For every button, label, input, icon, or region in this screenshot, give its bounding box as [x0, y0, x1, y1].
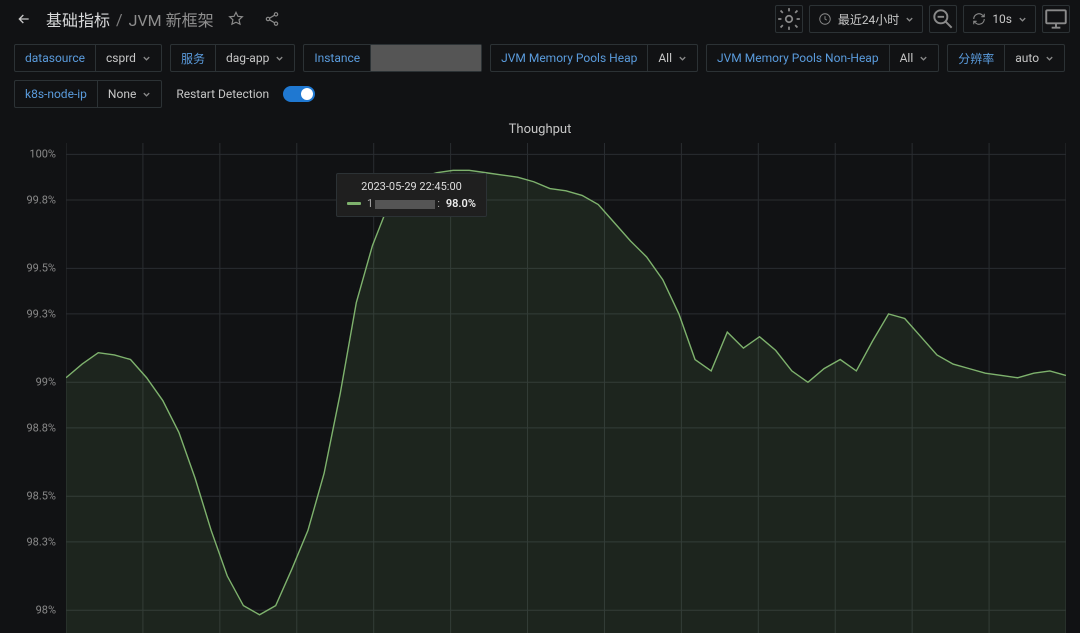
var-label: JVM Memory Pools Non-Heap — [707, 45, 890, 71]
zoom-out-icon — [930, 6, 956, 32]
throughput-panel: Thoughput 100% 99.8% 99.5% 99.3% 99% 98.8% 98.… — [14, 118, 1066, 633]
var-value[interactable]: None — [98, 81, 161, 107]
time-range-label: 最近24小时 — [838, 11, 900, 28]
back-button[interactable] — [10, 5, 38, 33]
share-icon — [264, 11, 280, 27]
refresh-interval-label: 10s — [992, 12, 1012, 26]
chevron-down-icon — [275, 54, 284, 63]
y-tick-label: 98% — [36, 604, 56, 617]
arrow-left-icon — [16, 11, 32, 27]
variable-bar: datasource csprd 服务 dag-app Instance JVM… — [0, 38, 1080, 78]
var-label: JVM Memory Pools Heap — [491, 45, 648, 71]
var-label: datasource — [15, 45, 96, 71]
share-button[interactable] — [258, 5, 286, 33]
restart-detection-label: Restart Detection — [176, 87, 269, 101]
chevron-down-icon — [1045, 54, 1054, 63]
var-nonheap: JVM Memory Pools Non-Heap All — [706, 44, 939, 72]
var-value[interactable]: All — [890, 45, 939, 71]
restart-detection-toggle[interactable] — [283, 86, 315, 102]
chevron-down-icon — [1018, 15, 1027, 24]
chevron-down-icon — [678, 54, 687, 63]
y-tick-label: 99.5% — [26, 262, 56, 275]
chevron-down-icon — [142, 54, 151, 63]
topbar: 基础指标 / JVM 新框架 最近24小时 10s — [0, 0, 1080, 38]
var-value[interactable]: auto — [1005, 45, 1064, 71]
clock-icon — [818, 12, 832, 26]
y-tick-label: 99.8% — [26, 193, 56, 206]
y-tick-label: 99% — [36, 376, 56, 389]
tv-mode-button[interactable] — [1042, 5, 1070, 33]
time-range-picker[interactable]: 最近24小时 — [809, 5, 924, 33]
y-tick-label: 98.3% — [26, 535, 56, 548]
zoom-out-button[interactable] — [929, 5, 957, 33]
variable-bar-row2: k8s-node-ip None Restart Detection — [0, 78, 1080, 114]
var-value[interactable]: All — [648, 45, 697, 71]
breadcrumb: 基础指标 / JVM 新框架 — [46, 7, 214, 31]
favorite-button[interactable] — [222, 5, 250, 33]
var-value-redacted[interactable] — [371, 45, 481, 71]
star-icon — [228, 11, 244, 27]
chevron-down-icon — [919, 54, 928, 63]
y-tick-label: 99.3% — [26, 307, 56, 320]
var-resolution: 分辨率 auto — [947, 44, 1065, 72]
chevron-down-icon — [905, 15, 914, 24]
var-label: 分辨率 — [948, 45, 1005, 71]
var-label: 服务 — [171, 45, 216, 71]
var-value[interactable]: csprd — [96, 45, 161, 71]
toggle-knob — [301, 88, 313, 100]
refresh-icon — [972, 12, 986, 26]
breadcrumb-root[interactable]: 基础指标 — [46, 7, 110, 31]
var-label: Instance — [304, 45, 371, 71]
gear-icon — [776, 6, 802, 32]
plot: 2023-05-29 22:45:00 1: 98.0% — [66, 143, 1066, 633]
panel-title: Thoughput — [14, 118, 1066, 143]
var-value[interactable]: dag-app — [216, 45, 294, 71]
var-datasource: datasource csprd — [14, 44, 162, 72]
var-instance: Instance — [303, 44, 482, 72]
breadcrumb-sep: / — [116, 10, 123, 29]
toolbar: 最近24小时 10s — [775, 5, 1070, 33]
chart-area[interactable]: 100% 99.8% 99.5% 99.3% 99% 98.8% 98.5% 98.3% 98%… — [14, 143, 1066, 633]
chevron-down-icon — [142, 90, 151, 99]
refresh-picker[interactable]: 10s — [963, 5, 1036, 33]
y-tick-label: 98.5% — [26, 490, 56, 503]
y-tick-label: 100% — [29, 148, 56, 161]
monitor-icon — [1043, 6, 1069, 32]
y-tick-label: 98.8% — [26, 421, 56, 434]
var-heap: JVM Memory Pools Heap All — [490, 44, 698, 72]
settings-button[interactable] — [775, 5, 803, 33]
var-k8s-node-ip: k8s-node-ip None — [14, 80, 162, 108]
var-label: k8s-node-ip — [15, 81, 98, 107]
breadcrumb-leaf[interactable]: JVM 新框架 — [129, 7, 214, 31]
var-service: 服务 dag-app — [170, 44, 295, 72]
